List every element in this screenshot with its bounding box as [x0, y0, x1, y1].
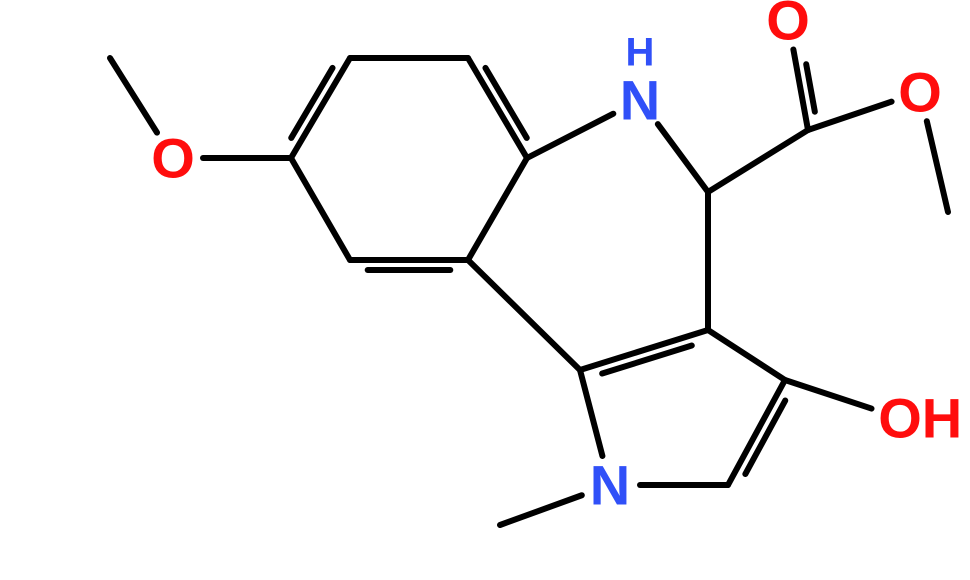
o-atom: O [878, 387, 922, 450]
hydrogen-label: H [922, 387, 962, 450]
molecule-diagram: ONHNOHOO [0, 0, 970, 580]
o-atom: O [766, 0, 810, 52]
n-atom: N [620, 69, 660, 132]
o-atom: O [898, 61, 942, 124]
o-atom: O [151, 127, 195, 190]
n-atom: N [590, 454, 630, 517]
hydrogen-label: H [626, 30, 655, 74]
